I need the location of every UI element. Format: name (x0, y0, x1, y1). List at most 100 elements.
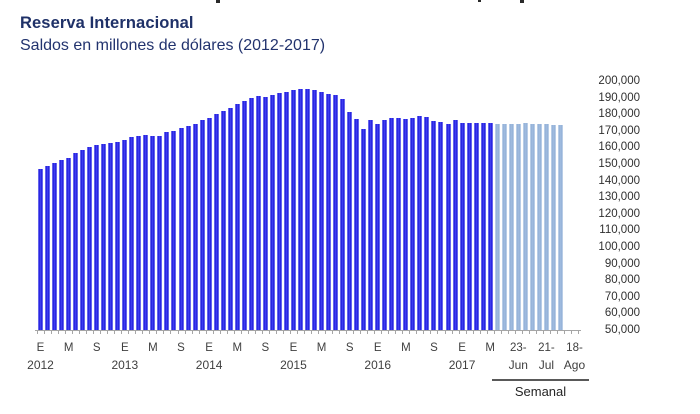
monthly-bar (255, 96, 261, 330)
x-axis-label-row1: S (345, 342, 354, 354)
x-axis-tickmark (114, 331, 116, 334)
x-axis-label-row1: S (92, 342, 101, 354)
x-axis-tickmark (254, 331, 256, 334)
monthly-bar (297, 88, 303, 330)
monthly-bar (333, 95, 339, 330)
x-axis-tickmark (156, 331, 158, 334)
x-axis-tickmark (493, 331, 495, 334)
x-axis-label-row1: E (289, 342, 298, 354)
monthly-bar (234, 103, 240, 330)
x-axis-tickmark (205, 331, 207, 334)
x-axis-tickmark (528, 331, 530, 334)
monthly-bar (66, 158, 72, 330)
monthly-bar (283, 92, 289, 330)
weekly-bar (550, 124, 556, 330)
x-axis-tickmark (556, 331, 558, 334)
monthly-bar (80, 149, 86, 330)
x-axis-tickmark (479, 331, 481, 334)
x-axis-tickmark (296, 331, 298, 334)
monthly-bar (480, 122, 486, 330)
x-axis-label-row2: Ago (563, 358, 586, 372)
weekly-group-underline (492, 379, 589, 381)
y-axis-tick-label: 110,000 (599, 224, 640, 237)
chart-title: Reserva Internacional (20, 14, 194, 32)
monthly-bar (87, 147, 93, 330)
x-axis-tickmark (191, 331, 193, 334)
monthly-bar (199, 120, 205, 330)
monthly-bar (290, 89, 296, 330)
x-axis-tickmark (549, 331, 551, 334)
weekly-bar (522, 123, 528, 330)
x-axis-line (35, 330, 581, 331)
monthly-bar (115, 141, 121, 330)
x-axis-tickmark (367, 331, 369, 334)
x-axis-tickmark (325, 331, 327, 334)
x-axis-tickmark (563, 331, 565, 334)
x-axis-label-row1: S (177, 342, 185, 354)
x-axis-tickmark (219, 331, 221, 334)
x-axis-tickmark (388, 331, 390, 334)
x-axis-tickmark (233, 331, 235, 334)
monthly-bar (213, 113, 219, 330)
monthly-bar (438, 122, 444, 330)
y-axis-tick-label: 80,000 (604, 274, 640, 287)
x-axis-tickmark (430, 331, 432, 334)
x-axis-tickmark (444, 331, 446, 334)
x-axis-tickmark (93, 331, 95, 334)
x-axis-tickmark (198, 331, 200, 334)
x-axis-tickmark (395, 331, 397, 334)
monthly-bar (164, 132, 170, 330)
monthly-bar (241, 100, 247, 330)
x-axis-label-row1: S (430, 342, 438, 354)
x-axis-tickmark (535, 331, 537, 334)
y-axis-tick-label: 200,000 (598, 75, 640, 87)
x-axis-tickmark (100, 331, 102, 334)
x-axis-label-row2: 2015 (280, 358, 307, 372)
x-axis-tickmark (303, 331, 305, 334)
x-axis-tickmark (142, 331, 144, 334)
x-axis-tickmark (149, 331, 151, 334)
weekly-bar (515, 123, 521, 330)
x-axis-tickmark (514, 331, 516, 334)
x-axis-tickmark (261, 331, 263, 334)
x-axis-tickmark (65, 331, 67, 334)
monthly-bar (178, 127, 184, 330)
monthly-bar (59, 159, 65, 330)
x-axis-tickmark (86, 331, 88, 334)
weekly-bar (536, 123, 542, 330)
weekly-bar (543, 124, 549, 330)
x-axis-tickmark (212, 331, 214, 334)
x-axis-label-row1: 18- (566, 342, 583, 354)
monthly-bar (206, 117, 212, 330)
x-axis-label-row2: Jul (538, 358, 555, 372)
weekly-bar (501, 124, 507, 330)
monthly-bar (487, 122, 493, 330)
x-axis-tickmark (374, 331, 376, 334)
x-axis-tickmark (240, 331, 242, 334)
monthly-bar (410, 118, 416, 330)
monthly-bar (361, 129, 367, 330)
x-axis-label-row1: S (261, 342, 270, 354)
weekly-bar (529, 123, 535, 330)
monthly-bar (38, 168, 43, 330)
monthly-bar (424, 116, 430, 330)
x-axis-tickmark (542, 331, 544, 334)
x-axis-label-row1: E (120, 342, 129, 354)
x-axis-tickmark (247, 331, 249, 334)
y-axis-tick-label: 130,000 (598, 191, 640, 204)
monthly-bar (396, 118, 402, 330)
x-axis-tickmark (521, 331, 523, 334)
monthly-bar (389, 117, 395, 330)
monthly-bar (108, 143, 114, 330)
x-axis-tickmark (507, 331, 509, 334)
cropped-text-fragment (520, 0, 524, 3)
monthly-bar (94, 144, 100, 330)
x-axis-tickmark (275, 331, 277, 334)
monthly-bar (52, 163, 58, 330)
monthly-bar (347, 111, 353, 330)
monthly-bar (326, 93, 332, 330)
monthly-bar (375, 123, 381, 330)
monthly-bar (150, 135, 156, 330)
monthly-bar (185, 126, 191, 330)
